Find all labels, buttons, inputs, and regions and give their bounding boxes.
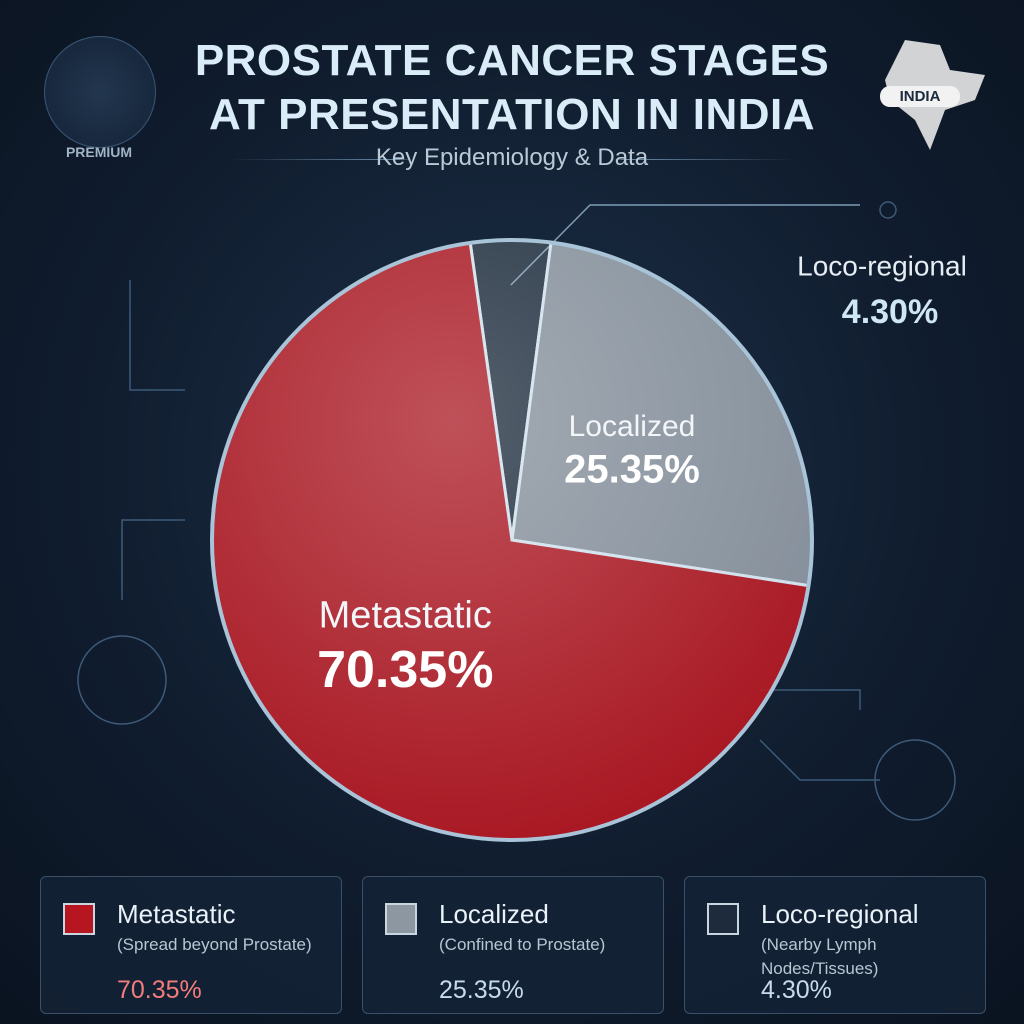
legend-swatch [63, 903, 95, 935]
legend: Metastatic (Spread beyond Prostate) 70.35%… [40, 876, 986, 1016]
legend-label: Loco-regional [761, 899, 919, 929]
subtitle-rule [230, 159, 794, 160]
callout-label: Loco-regional [797, 250, 967, 281]
legend-label: Localized [439, 899, 549, 929]
legend-value: 4.30% [761, 976, 832, 1004]
chart-subtitle: Key Epidemiology & Data [375, 144, 649, 171]
badge [44, 36, 156, 148]
legend-value: 70.35% [117, 976, 202, 1004]
legend-item: Loco-regional (Nearby Lymph Nodes/Tissues… [684, 876, 986, 1014]
legend-label: Metastatic [117, 899, 236, 929]
badge-text: PREMIUM [65, 144, 133, 160]
callout-value: 4.30% [842, 293, 938, 331]
legend-description: (Nearby Lymph Nodes/Tissues) [761, 935, 879, 978]
legend-swatch [707, 903, 739, 935]
legend-description: (Spread beyond Prostate) [117, 935, 312, 954]
map-label: INDIA [880, 86, 960, 107]
legend-item: Localized (Confined to Prostate) 25.35% [362, 876, 664, 1014]
legend-swatch [385, 903, 417, 935]
legend-value: 25.35% [439, 976, 524, 1004]
decor-lines [77, 201, 956, 821]
legend-description: (Confined to Prostate) [439, 935, 606, 954]
legend-item: Metastatic (Spread beyond Prostate) 70.35% [40, 876, 342, 1014]
pie-gloss [210, 238, 814, 842]
chart-title: PROSTATE CANCER STAGES AT PRESENTATION I… [194, 36, 830, 139]
